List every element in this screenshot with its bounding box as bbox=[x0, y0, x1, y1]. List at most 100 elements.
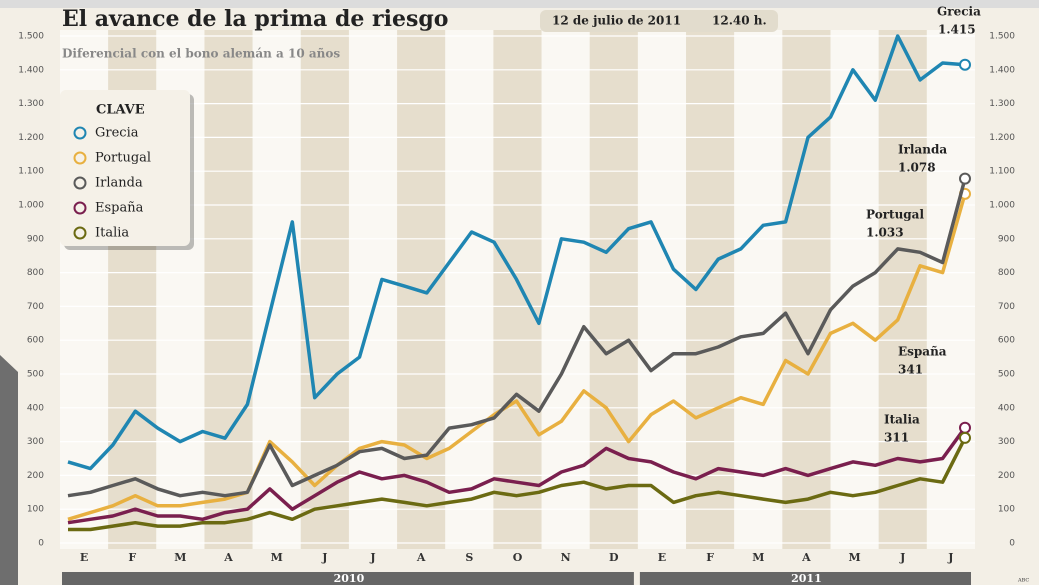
y-tick-label-right: 100 bbox=[998, 505, 1015, 515]
x-tick-label: J bbox=[899, 551, 905, 564]
series-line bbox=[67, 193, 967, 521]
month-band bbox=[637, 30, 687, 549]
y-tick-label: 1.300 bbox=[18, 99, 44, 109]
month-band bbox=[878, 30, 927, 549]
x-tick-label: M bbox=[849, 551, 861, 564]
month-band bbox=[926, 30, 975, 549]
y-tick-label: 1.500 bbox=[18, 32, 44, 42]
year-label: 2010 bbox=[334, 572, 365, 585]
legend-marker bbox=[73, 226, 87, 240]
subtitle: Diferencial con el bono alemán a 10 años bbox=[62, 47, 340, 61]
y-tick-label: 1.100 bbox=[18, 167, 44, 177]
source: ABC bbox=[1017, 578, 1029, 584]
annotation-value: 1.078 bbox=[898, 161, 936, 175]
chart-title: El avance de la prima de riesgo bbox=[62, 6, 448, 32]
legend-label: España bbox=[95, 201, 144, 216]
y-tick-label: 600 bbox=[27, 336, 44, 346]
x-tick-label: E bbox=[658, 551, 666, 564]
month-band bbox=[493, 30, 542, 549]
x-tick-label: F bbox=[128, 551, 136, 564]
month-band bbox=[445, 30, 494, 549]
y-tick-label-right: 900 bbox=[998, 234, 1015, 244]
y-tick-label: 100 bbox=[27, 505, 44, 515]
y-tick-label: 500 bbox=[27, 370, 44, 380]
y-tick-label-right: 300 bbox=[998, 437, 1015, 447]
lines bbox=[67, 34, 971, 532]
x-tick-label: D bbox=[609, 551, 619, 564]
y-tick-label-right: 200 bbox=[998, 471, 1015, 481]
y-tick-label: 300 bbox=[27, 437, 44, 447]
legend-label: Portugal bbox=[95, 151, 151, 166]
x-tick-label: M bbox=[271, 551, 283, 564]
y-tick-label-right: 0 bbox=[1009, 539, 1015, 549]
legend-label: Grecia bbox=[95, 126, 139, 141]
annotation-name: Italia bbox=[884, 413, 920, 427]
date: 12 de julio de 2011 bbox=[552, 14, 681, 28]
x-tick-label: J bbox=[947, 551, 953, 564]
y-tick-label-right: 500 bbox=[998, 370, 1015, 380]
series-line bbox=[67, 34, 966, 471]
y-tick-label: 0 bbox=[38, 539, 44, 549]
month-band bbox=[589, 30, 638, 549]
year-bar bbox=[62, 572, 634, 585]
y-tick-label: 1.200 bbox=[18, 133, 44, 143]
y-tick-label-right: 1.000 bbox=[989, 201, 1015, 211]
legend-marker bbox=[73, 126, 87, 140]
legend: Grecia Portugal Irlanda España Italia bbox=[73, 126, 151, 241]
x-tick-label: J bbox=[369, 551, 375, 564]
month-band bbox=[782, 30, 831, 549]
legend-title: CLAVE bbox=[96, 103, 145, 118]
date-box bbox=[540, 10, 778, 32]
y-tick-label-right: 700 bbox=[998, 302, 1015, 312]
annotation-name: Irlanda bbox=[898, 143, 947, 157]
month-band bbox=[348, 30, 398, 549]
end-point bbox=[959, 172, 971, 185]
annotation-value: 1.033 bbox=[866, 226, 904, 240]
y-tick-label: 700 bbox=[27, 302, 44, 312]
end-point bbox=[959, 431, 971, 444]
annotation-value: 341 bbox=[898, 363, 923, 377]
x-tick-label: M bbox=[752, 551, 764, 564]
end-point bbox=[959, 58, 971, 71]
x-tick-label: J bbox=[321, 551, 327, 564]
annotation-name: España bbox=[898, 345, 947, 359]
month-band bbox=[734, 30, 783, 549]
grid bbox=[60, 35, 975, 544]
y-tick-label: 400 bbox=[27, 403, 44, 413]
y-tick-label-right: 400 bbox=[998, 403, 1015, 413]
legend-marker bbox=[73, 151, 87, 165]
x-tick-label: A bbox=[223, 551, 233, 564]
legend-label: Irlanda bbox=[95, 176, 143, 191]
month-band bbox=[204, 30, 253, 549]
top-strip bbox=[0, 0, 1039, 8]
annotation-name: Portugal bbox=[866, 208, 924, 222]
y-tick-label: 1.000 bbox=[18, 201, 44, 211]
series-line bbox=[67, 178, 967, 498]
x-tick-label: N bbox=[561, 551, 571, 564]
annotation-value: 1.415 bbox=[938, 23, 976, 37]
legend-box bbox=[60, 90, 190, 246]
y-tick-label-right: 1.200 bbox=[989, 133, 1015, 143]
x-tick-label: A bbox=[416, 551, 426, 564]
y-tick-label: 900 bbox=[27, 234, 44, 244]
year-label: 2011 bbox=[791, 572, 822, 585]
y-tick-label-right: 1.500 bbox=[989, 32, 1015, 42]
x-tick-label: E bbox=[80, 551, 88, 564]
time: 12.40 h. bbox=[712, 14, 767, 28]
year-bar bbox=[639, 572, 971, 585]
annotation-value: 311 bbox=[884, 431, 909, 445]
series-line bbox=[68, 437, 967, 532]
y-tick-label: 200 bbox=[27, 471, 44, 481]
y-tick-label-right: 600 bbox=[998, 336, 1015, 346]
month-bands bbox=[60, 30, 975, 549]
y-tick-label-right: 800 bbox=[998, 268, 1015, 278]
legend-marker bbox=[73, 176, 87, 190]
annotation-name: Grecia bbox=[937, 5, 981, 19]
legend-label: Italia bbox=[95, 226, 129, 241]
x-tick-label: F bbox=[706, 551, 714, 564]
x-tick-label: S bbox=[465, 551, 473, 564]
x-tick-label: M bbox=[174, 551, 186, 564]
y-tick-label: 800 bbox=[27, 268, 44, 278]
y-tick-label: 1.400 bbox=[18, 65, 44, 75]
